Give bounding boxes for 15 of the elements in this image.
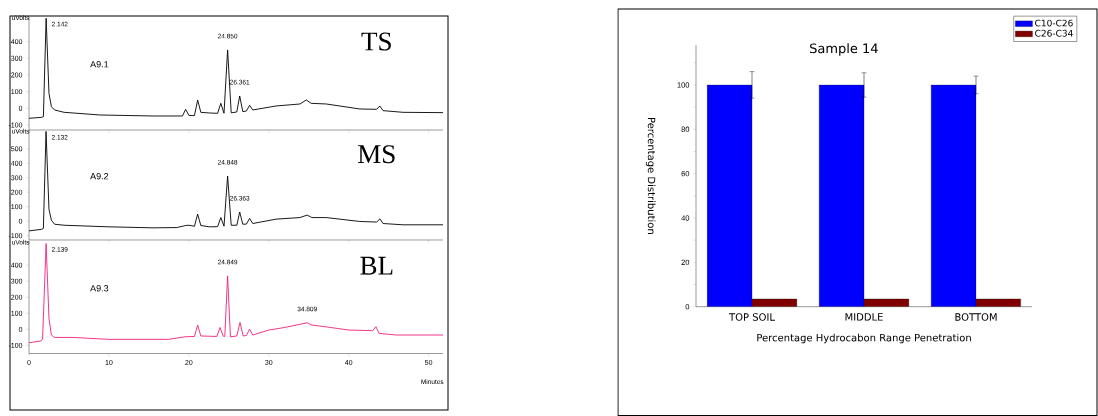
- annotation: A9.1: [90, 61, 109, 68]
- y-axis-title: Percentage Distribution: [645, 117, 656, 234]
- legend-label: C26-C34: [1035, 29, 1073, 37]
- legend-label: C10-C26: [1035, 19, 1073, 27]
- line-series: [28, 243, 444, 344]
- x-tick-label: TOP SOIL: [729, 313, 775, 321]
- annotation: MS: [358, 145, 395, 164]
- x-axis-title: Percentage Hydrocabon Range Penetration: [757, 333, 971, 344]
- annotation: BL: [360, 256, 393, 275]
- x-tick-label: BOTTOM: [955, 313, 997, 321]
- annotation: A9.3: [90, 285, 109, 292]
- annotation: A9.2: [90, 173, 109, 180]
- chart-title: Sample 14: [810, 43, 878, 56]
- x-tick-label: MIDDLE: [845, 313, 883, 321]
- annotation: TS: [361, 32, 391, 51]
